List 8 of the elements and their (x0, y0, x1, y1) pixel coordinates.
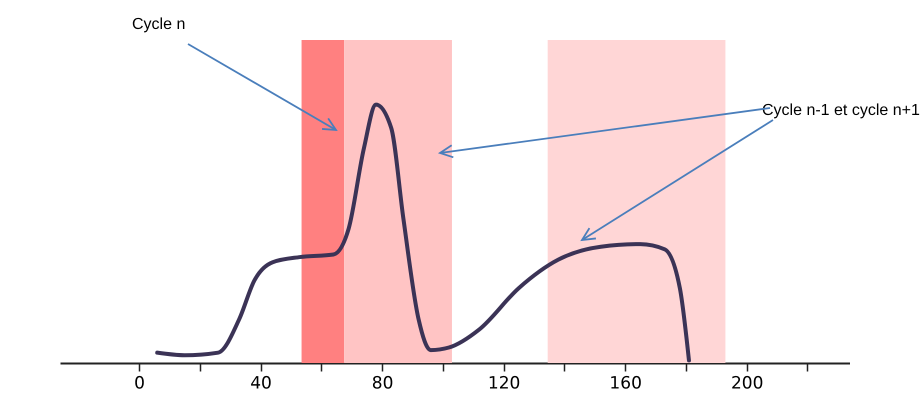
x-tick-label: 40 (250, 374, 272, 394)
x-tick-label: 0 (134, 374, 145, 394)
band-label: Cycle n-1 et cycle n+1 (762, 102, 920, 120)
x-tick-label: 160 (609, 374, 642, 394)
x-tick-label: 200 (730, 374, 764, 394)
x-tick-label: 80 (372, 374, 394, 394)
band-label: Cycle n (132, 16, 186, 34)
x-tick-label: 120 (488, 374, 520, 394)
